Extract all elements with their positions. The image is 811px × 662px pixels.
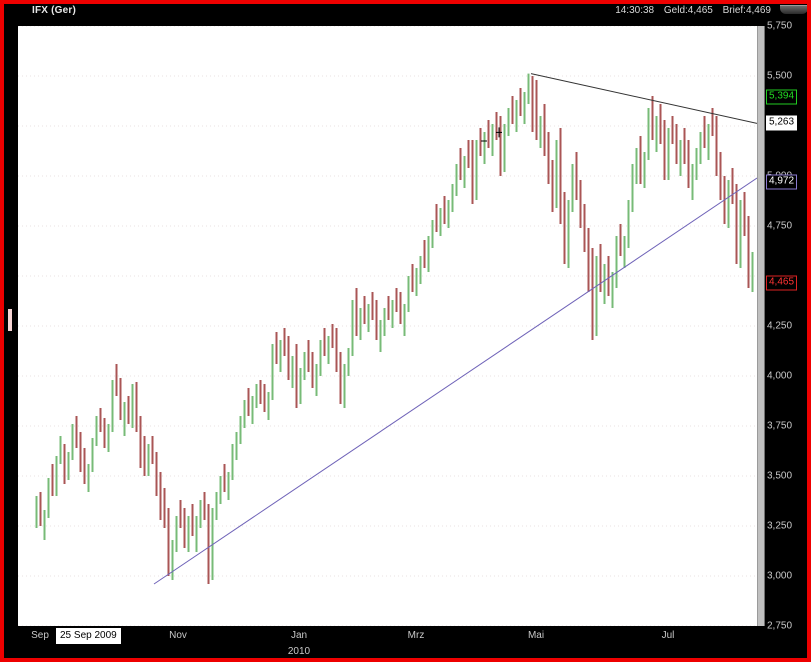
high-marker[interactable]: 5,394 [766,89,798,105]
support-marker[interactable]: 4,972 [766,174,798,190]
year-label: 2010 [287,646,311,657]
date-tick-label: Mai [527,630,545,641]
window-title-bar: IFX (Ger) 14:30:38 Geld:4,465 Brief:4,46… [8,4,807,18]
quote-bid: Geld:4,465 [663,5,713,16]
price-tick-label: 4,000 [767,370,793,382]
date-tick-label: Mrz [407,630,425,641]
price-canvas[interactable] [18,26,757,626]
left-edge-marker [8,309,12,331]
price-tick-label: 4,750 [767,220,793,232]
date-axis[interactable]: Sep Nov Jan Mrz Mai Jul 2010 25 Sep 2009 [18,628,757,658]
resistance-marker[interactable]: 5,263 [766,115,798,131]
chart-plot-area[interactable] [18,26,757,626]
price-tick-label: 3,500 [767,470,793,482]
price-tick-label: 5,500 [767,70,793,82]
support-trendline[interactable] [153,177,757,585]
chart-annotation-mark [496,127,502,138]
symbol-label: IFX (Ger) [32,5,77,16]
price-tick-label: 4,250 [767,320,793,332]
last-price-marker[interactable]: 4,465 [766,275,798,291]
date-tick-label: Sep [31,630,49,641]
price-tick-label: 5,750 [767,20,793,32]
quote-time: 14:30:38 [615,5,655,16]
date-tick-label: Nov [169,630,187,641]
price-tick-label: 3,750 [767,420,793,432]
window-corner-widget[interactable] [780,5,807,14]
price-tick-label: 3,250 [767,520,793,532]
quote-summary: 14:30:38 Geld:4,465 Brief:4,469 [608,4,771,18]
vertical-scrollbar[interactable] [757,26,765,626]
date-tick-label: Jul [661,630,675,641]
resistance-trendline[interactable] [530,73,757,124]
price-axis[interactable]: 5,7505,5005,0004,7504,2504,0003,7503,500… [765,21,807,632]
price-tick-label: 2,750 [767,620,793,632]
price-tick-label: 3,000 [767,570,793,582]
quote-ask: Brief:4,469 [722,5,771,16]
date-tick-label: Jan [290,630,308,641]
selected-date-badge[interactable]: 25 Sep 2009 [56,628,121,644]
chart-svg [18,26,757,626]
